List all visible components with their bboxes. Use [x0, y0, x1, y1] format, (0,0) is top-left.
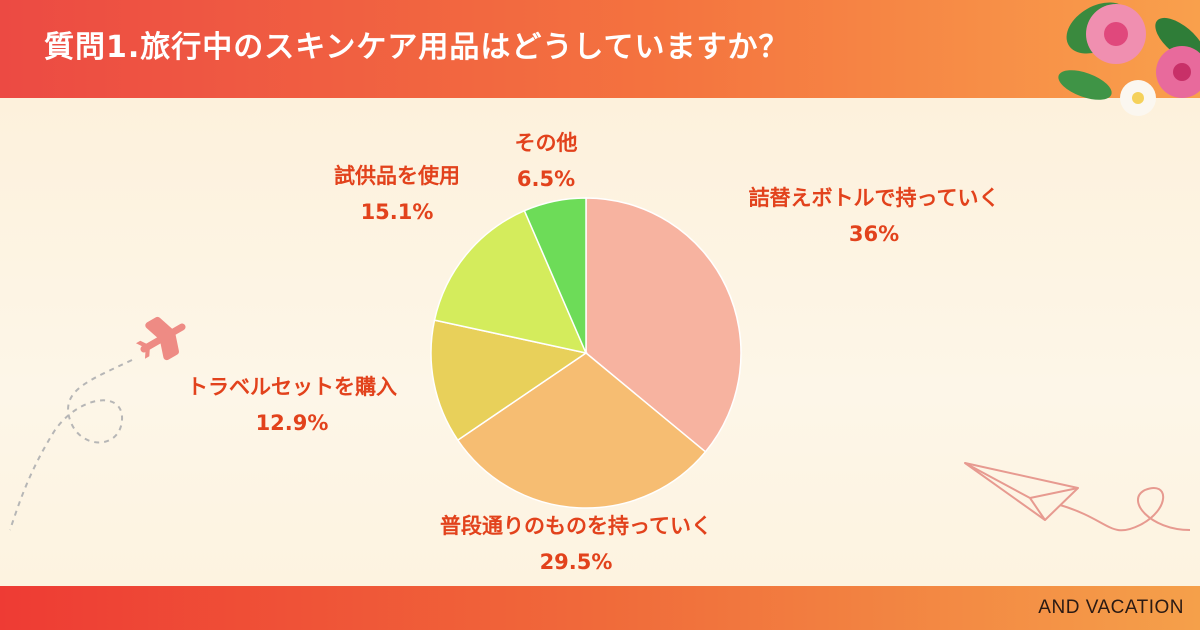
flight-path-dashed-line [9, 359, 133, 531]
header-bar: 質問1.旅行中のスキンケア用品はどうしていますか？ [0, 0, 1200, 98]
slice-label: 普段通りのものを持っていく [440, 514, 712, 538]
slice-label: 試供品を使用 [334, 164, 460, 188]
pie-slice [456, 352, 707, 509]
slice-value-label: 15.1% [361, 200, 434, 224]
slice-value-label: 6.5% [517, 167, 575, 191]
pie-slice [585, 197, 742, 453]
slice-value-label: 36% [849, 222, 899, 246]
slice-value-label: 12.9% [256, 411, 329, 435]
pie-slices [430, 197, 742, 509]
slice-label: トラベルセットを購入 [187, 375, 397, 399]
slice-label: 詰替えボトルで持っていく [749, 186, 1000, 210]
pie-slice [433, 209, 588, 355]
paper-plane-icon [964, 462, 1191, 532]
slice-label: その他 [515, 131, 578, 155]
page-title: 質問1.旅行中のスキンケア用品はどうしていますか？ [44, 30, 790, 65]
pie-slice [523, 197, 587, 354]
pie-labels: 詰替えボトルで持っていく 36% 普段通りのものを持っていく 29.5% トラベルセット… [187, 131, 999, 574]
pie-slice [430, 319, 588, 442]
footer-bar: AND VACATION [0, 586, 1200, 630]
brand-name: AND VACATION [1038, 597, 1184, 618]
airplane-icon [135, 316, 186, 361]
hibiscus-flower-icon [1058, 2, 1200, 116]
slice-value-label: 29.5% [540, 550, 613, 574]
